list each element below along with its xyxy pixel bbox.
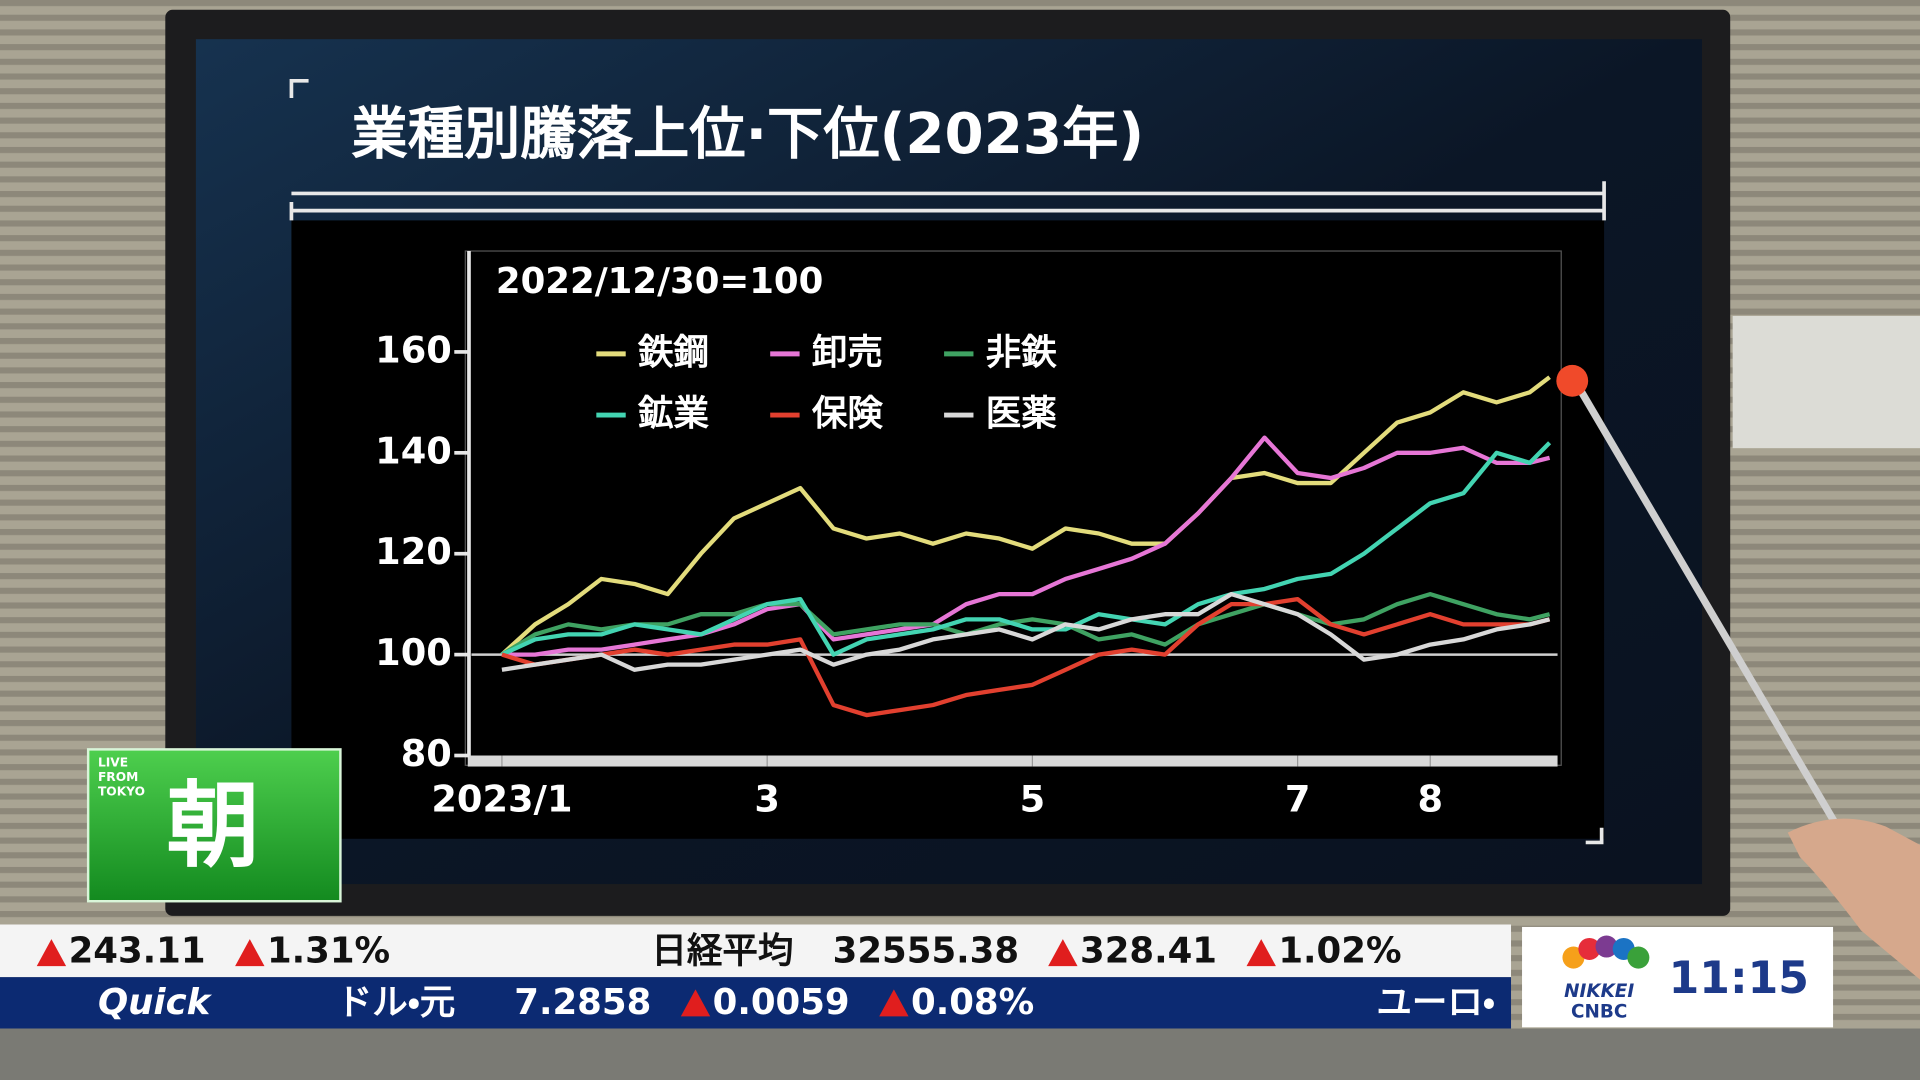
ticker-source: Quick [98, 982, 213, 1023]
wall-panel [1732, 315, 1920, 449]
legend-label: 卸売 [812, 332, 883, 373]
logo-part [1578, 937, 1601, 960]
series-line [501, 591, 1551, 672]
badge-program: 朝 [167, 772, 260, 880]
pointer-tip [1556, 364, 1589, 397]
badge-text: TOKYO [98, 785, 145, 799]
ticker-label: ドル・元 [337, 982, 456, 1023]
plot-area [464, 250, 1562, 766]
clock: 11:15 [1669, 953, 1809, 1004]
bracket [289, 181, 1606, 221]
legend-label: 鉄鋼 [637, 332, 709, 373]
x-tick-label: 8 [1417, 777, 1443, 820]
up-arrow [235, 939, 265, 967]
hand [1787, 818, 1920, 980]
bracket [289, 78, 309, 98]
badge-text: FROM [98, 770, 138, 784]
bracket [1585, 827, 1604, 845]
ticker-value: 243.11 [69, 931, 206, 972]
title-brackets [289, 78, 1606, 845]
up-arrow [36, 939, 67, 967]
floor [0, 1028, 1920, 1080]
badge-text: LIVE [98, 755, 128, 769]
ticker-label: 日経平均 [651, 931, 793, 972]
legend-label: 非鉄 [986, 332, 1058, 373]
series-line [501, 441, 1552, 657]
y-tick-label: 120 [375, 530, 452, 573]
up-arrow [879, 989, 909, 1017]
logo-part [1595, 935, 1618, 958]
up-arrows [36, 939, 1276, 1017]
series-line [500, 591, 1551, 657]
series-line [500, 375, 1551, 657]
x-tick-label: 3 [754, 777, 780, 820]
ticker-lower [0, 977, 1512, 1029]
chart-title: 業種別騰落上位·下位(2023年) [351, 102, 1144, 167]
x-tick-label: 5 [1020, 777, 1046, 820]
up-arrow [1246, 939, 1276, 967]
up-arrow [1048, 939, 1078, 967]
ticker-value: 0.08% [911, 982, 1034, 1023]
y-tick-label: 100 [375, 631, 452, 674]
x-tick-label: 2023/1 [431, 777, 572, 820]
ticker-label: ユーロ・ [1376, 982, 1495, 1023]
legend-label: 鉱業 [637, 393, 710, 434]
logo-part [1627, 946, 1650, 969]
x-axis-bar [467, 755, 1558, 767]
series-line [501, 597, 1551, 718]
ticker-value: 32555.38 [833, 931, 1019, 972]
peacock-logo [1562, 935, 1650, 969]
network-name: CNBC [1571, 1002, 1627, 1023]
ticker-value: 328.41 [1080, 931, 1217, 972]
annotation: 2022/12/30=100 [496, 261, 823, 302]
legend-label: 医薬 [986, 393, 1058, 434]
x-tick-label: 7 [1285, 777, 1311, 820]
legend-label: 保険 [812, 393, 884, 434]
up-arrow [680, 989, 711, 1017]
ticker-value: 7.2858 [514, 982, 651, 1023]
network-box [1522, 926, 1834, 1028]
network-name: NIKKEI [1564, 981, 1634, 1002]
y-tick-label: 160 [375, 328, 452, 371]
ticker-value: 1.02% [1278, 931, 1401, 972]
series-line [501, 435, 1551, 657]
y-tick-label: 140 [375, 429, 452, 472]
ticker-value: 1.31% [267, 931, 390, 972]
ticker-value: 0.0059 [713, 982, 850, 1023]
program-badge [86, 748, 342, 903]
y-tick-label: 80 [401, 732, 452, 775]
